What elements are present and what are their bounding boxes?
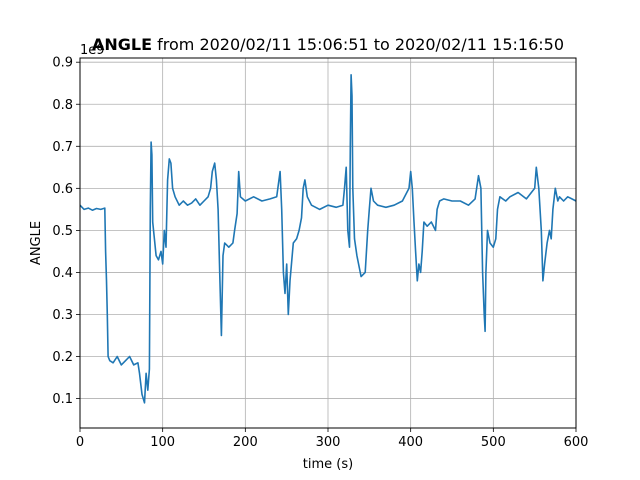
y-axis-label: ANGLE: [29, 221, 44, 265]
y-tick-label: 0.1: [52, 392, 73, 407]
y-tick-label: 0.6: [52, 182, 73, 197]
chart-title-bold: ANGLE: [92, 35, 152, 54]
y-tick-label: 0.4: [52, 266, 73, 281]
x-tick-label: 200: [233, 435, 258, 450]
grid-lines: [79, 58, 577, 428]
x-ticks: 0 100 200 300 400 500 600: [76, 428, 589, 450]
x-tick-label: 500: [481, 435, 506, 450]
x-tick-label: 100: [150, 435, 175, 450]
x-tick-label: 400: [398, 435, 423, 450]
y-tick-label: 0.8: [52, 98, 73, 113]
x-axis-label: time (s): [303, 457, 353, 472]
y-offset-label: 1e9: [80, 43, 105, 58]
series-group: [79, 74, 577, 404]
y-ticks: 0.1 0.2 0.3 0.4 0.5 0.6 0.7 0.8 0.9: [52, 56, 80, 407]
y-tick-label: 0.2: [52, 350, 73, 365]
x-tick-label: 600: [564, 435, 589, 450]
x-tick-label: 0: [76, 435, 84, 450]
y-tick-label: 0.9: [52, 56, 73, 71]
x-tick-label: 300: [316, 435, 341, 450]
chart-title-rest: from 2020/02/11 15:06:51 to 2020/02/11 1…: [152, 35, 564, 54]
y-tick-label: 0.5: [52, 224, 73, 239]
y-tick-label: 0.7: [52, 140, 73, 155]
chart-title: ANGLE from 2020/02/11 15:06:51 to 2020/0…: [92, 35, 564, 54]
series-line: [79, 74, 577, 404]
y-tick-label: 0.3: [52, 308, 73, 323]
